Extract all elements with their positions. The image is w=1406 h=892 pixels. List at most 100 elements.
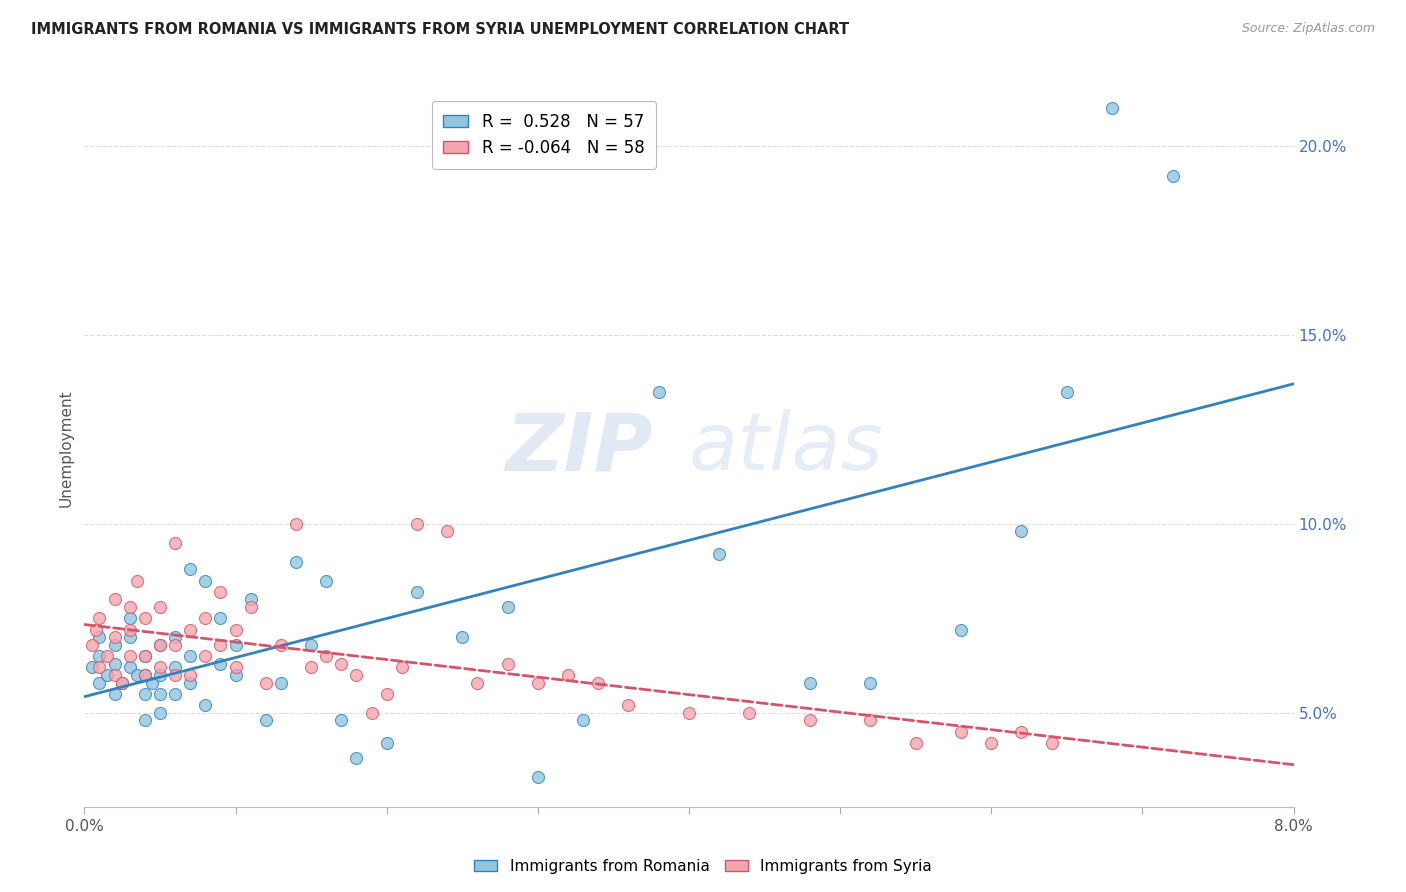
Point (239, 599, 262, 614)
Point (111, 675, 134, 690)
Point (209, 611, 232, 625)
Point (527, 770, 550, 784)
Point (738, 706, 761, 720)
Point (149, 638, 172, 652)
Point (467, 675, 489, 690)
Point (436, 524, 458, 539)
Point (330, 714, 353, 728)
Legend: R =  0.528   N = 57, R = -0.064   N = 58: R = 0.528 N = 57, R = -0.064 N = 58 (432, 101, 657, 169)
Point (799, 675, 821, 690)
Point (572, 714, 595, 728)
Point (406, 585, 429, 599)
Point (134, 668, 156, 682)
Point (149, 660, 172, 674)
Point (89, 675, 111, 690)
Point (799, 714, 821, 728)
Point (209, 585, 232, 599)
Point (194, 574, 217, 588)
Point (118, 611, 141, 625)
Point (209, 638, 232, 652)
Point (165, 638, 187, 652)
Point (254, 714, 277, 728)
Point (80, 660, 103, 674)
Point (179, 649, 201, 664)
Point (96, 668, 118, 682)
Point (980, 736, 1002, 750)
Point (709, 547, 731, 561)
Point (225, 623, 247, 637)
Point (118, 649, 141, 664)
Point (496, 657, 519, 671)
Point (239, 592, 262, 607)
Point (104, 668, 127, 682)
Legend: Immigrants from Romania, Immigrants from Syria: Immigrants from Romania, Immigrants from… (468, 853, 938, 880)
Point (1011, 524, 1033, 539)
Point (299, 660, 322, 674)
Point (1040, 736, 1063, 750)
Point (179, 623, 201, 637)
Point (225, 668, 247, 682)
Text: Source: ZipAtlas.com: Source: ZipAtlas.com (1241, 22, 1375, 36)
Point (225, 660, 247, 674)
Point (86, 623, 108, 637)
Point (89, 649, 111, 664)
Point (149, 599, 172, 614)
Point (557, 668, 579, 682)
Point (165, 630, 187, 644)
Point (315, 649, 337, 664)
Point (134, 714, 156, 728)
Point (678, 706, 700, 720)
Point (80, 638, 103, 652)
Point (225, 638, 247, 652)
Point (527, 675, 550, 690)
Point (149, 668, 172, 682)
Point (194, 649, 217, 664)
Text: ZIP: ZIP (505, 409, 652, 487)
Point (104, 630, 127, 644)
Point (375, 736, 398, 750)
Point (406, 516, 429, 531)
Point (617, 698, 640, 713)
Point (375, 687, 398, 701)
Point (127, 574, 149, 588)
Point (285, 516, 308, 531)
Point (1011, 724, 1033, 739)
Point (859, 714, 882, 728)
Point (179, 668, 201, 682)
Point (904, 736, 927, 750)
Point (270, 675, 292, 690)
Point (134, 668, 156, 682)
Point (950, 623, 973, 637)
Text: IMMIGRANTS FROM ROMANIA VS IMMIGRANTS FROM SYRIA UNEMPLOYMENT CORRELATION CHART: IMMIGRANTS FROM ROMANIA VS IMMIGRANTS FR… (31, 22, 849, 37)
Point (165, 687, 187, 701)
Point (134, 687, 156, 701)
Point (134, 611, 156, 625)
Point (96, 649, 118, 664)
Point (285, 555, 308, 569)
Y-axis label: Unemployment: Unemployment (58, 390, 73, 507)
Point (89, 660, 111, 674)
Point (89, 611, 111, 625)
Point (141, 675, 163, 690)
Point (111, 675, 134, 690)
Point (496, 599, 519, 614)
Point (179, 562, 201, 576)
Point (165, 668, 187, 682)
Point (1161, 169, 1184, 183)
Point (330, 657, 353, 671)
Point (299, 638, 322, 652)
Point (194, 611, 217, 625)
Point (194, 698, 217, 713)
Point (209, 657, 232, 671)
Point (165, 535, 187, 549)
Point (134, 649, 156, 664)
Point (165, 660, 187, 674)
Point (104, 687, 127, 701)
Point (451, 630, 474, 644)
Point (360, 706, 382, 720)
Point (1056, 384, 1078, 399)
Point (104, 638, 127, 652)
Point (1101, 101, 1123, 115)
Point (346, 751, 368, 765)
Point (149, 706, 172, 720)
